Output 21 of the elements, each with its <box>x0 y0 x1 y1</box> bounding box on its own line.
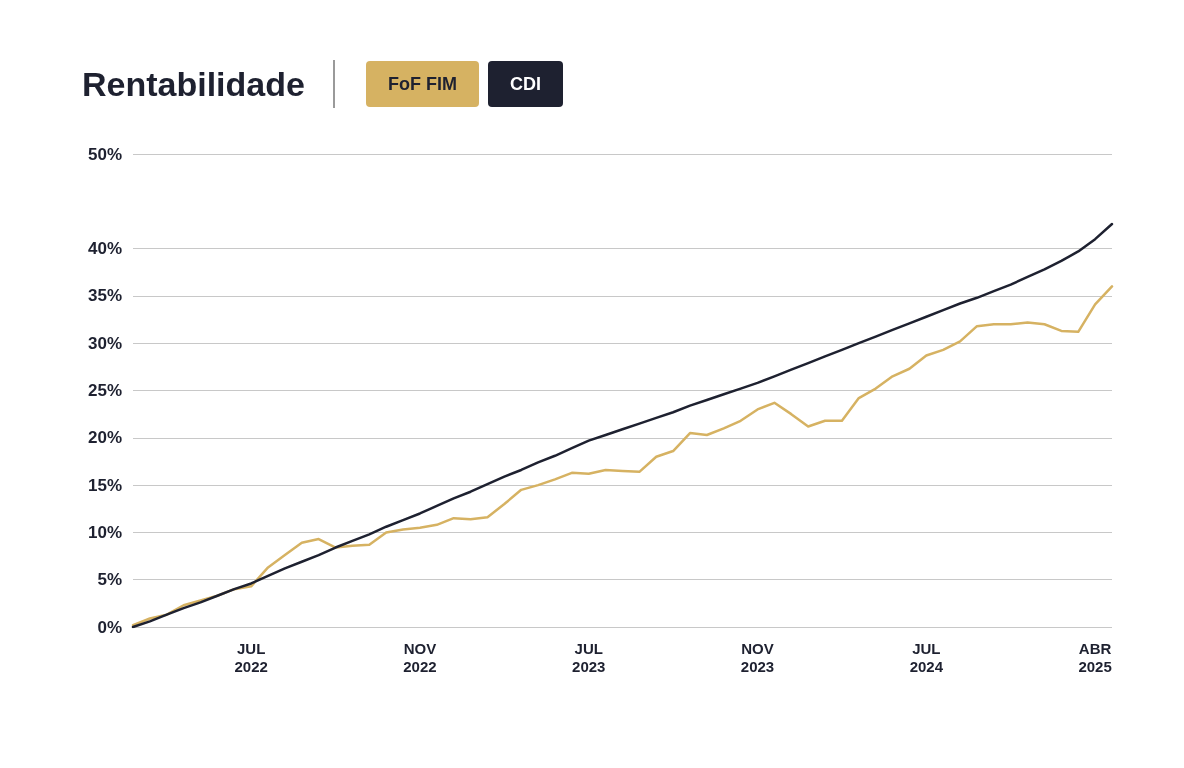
y-tick-label: 25% <box>87 381 122 400</box>
text: CDI <box>487 61 563 107</box>
line-series <box>131 222 1114 629</box>
x-tick-label: JUL 2024 <box>909 639 944 675</box>
y-tick-label: 20% <box>87 428 122 448</box>
line-series <box>131 285 1114 627</box>
x-tick-label: ABR 2025 <box>1078 639 1112 675</box>
y-tick-label: 0% <box>97 617 122 637</box>
chart-title: Rentabilidade <box>82 64 305 104</box>
x-tick-label: JUL 2022 <box>234 639 268 675</box>
y-tick-label: 5% <box>97 570 122 590</box>
y-tick-label: 30% <box>87 333 122 353</box>
text: FoF FIM <box>365 61 479 107</box>
y-tick-label: 10% <box>87 522 122 542</box>
y-tick-label: 40% <box>87 239 122 259</box>
x-tick-label: JUL 2023 <box>572 639 606 675</box>
x-tick-label: NOV 2023 <box>740 639 775 675</box>
y-tick-label: 50% <box>87 144 122 164</box>
y-tick-label: 35% <box>87 286 122 306</box>
x-tick-label: NOV 2022 <box>403 639 437 675</box>
y-tick-label: 15% <box>87 475 122 495</box>
